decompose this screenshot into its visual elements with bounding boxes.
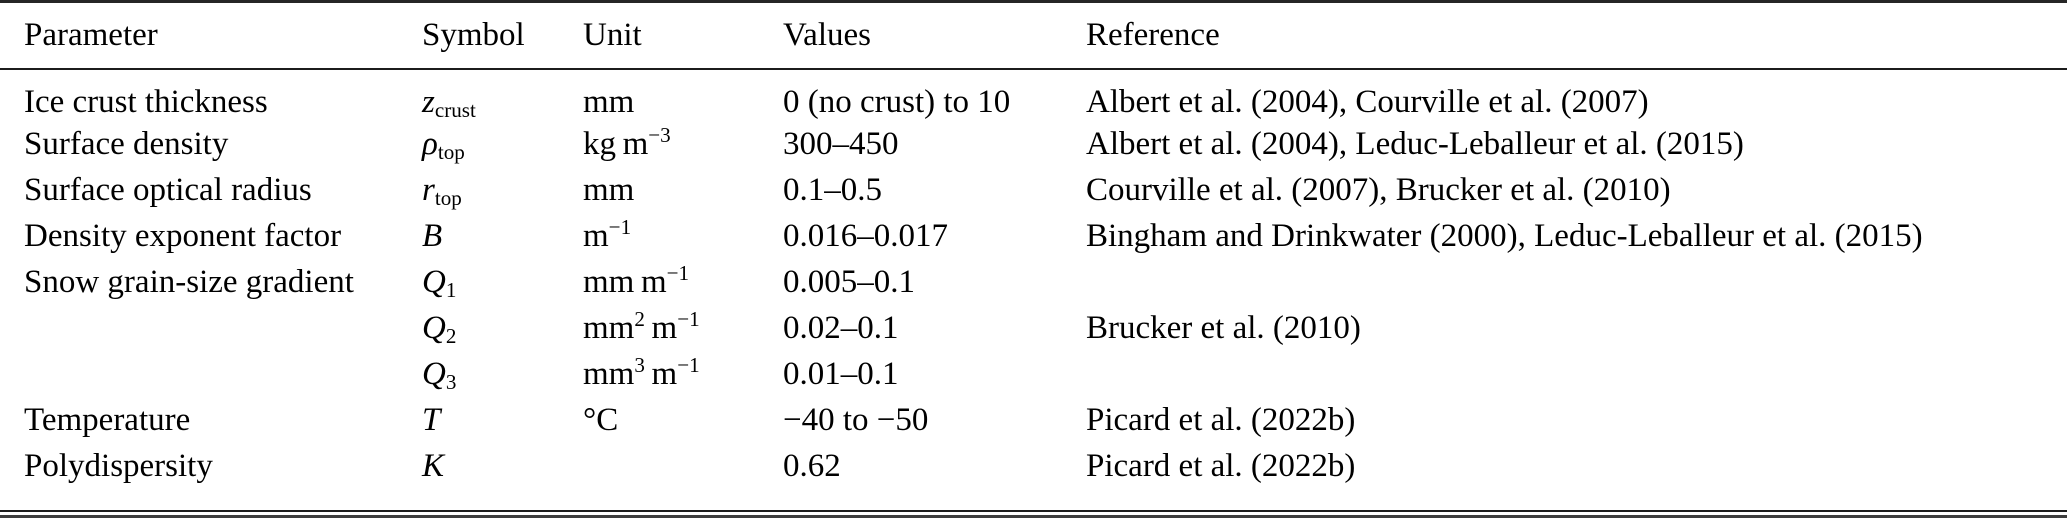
symbol-base: Q xyxy=(422,263,446,300)
cell-parameter: Surface optical radius xyxy=(24,171,312,208)
column-header-parameter: Parameter xyxy=(0,3,422,70)
cell-unit: °C xyxy=(583,401,619,438)
symbol-base: T xyxy=(422,401,441,438)
cell-values: 0.005–0.1 xyxy=(783,263,915,300)
column-header-values: Values xyxy=(783,3,1086,70)
unit-exponent: −1 xyxy=(608,214,632,239)
unit-exponent: −1 xyxy=(666,260,690,285)
column-header-symbol: Symbol xyxy=(422,3,583,70)
cell-parameter xyxy=(0,305,422,351)
cell-unit: mm2 m−1 xyxy=(583,306,700,346)
cell-symbol: T xyxy=(422,397,583,443)
table-row: Q2 mm2 m−1 0.02–0.1 Brucker et al. (2010) xyxy=(0,305,2067,351)
parameters-table: Parameter Symbol Unit Values Reference Ice c… xyxy=(0,3,2067,489)
table-top-rule xyxy=(0,0,2067,3)
cell-unit: mm m−1 xyxy=(583,260,690,300)
unit-exponent: 3 xyxy=(634,352,645,377)
cell-reference: Picard et al. (2022b) xyxy=(1086,401,1356,438)
cell-values: 300–450 xyxy=(783,125,899,162)
table-bottom-rule-thin xyxy=(0,510,2067,512)
symbol-base: z xyxy=(422,84,435,120)
cell-symbol: K xyxy=(422,443,583,489)
cell-parameter: Density exponent factor xyxy=(24,217,342,254)
cell-unit: mm3 m−1 xyxy=(583,352,700,392)
cell-reference xyxy=(1086,351,2067,397)
cell-symbol: B xyxy=(422,213,583,259)
table-header: Parameter Symbol Unit Values Reference xyxy=(0,3,2067,70)
cell-symbol: Q2 xyxy=(422,305,583,351)
cell-reference xyxy=(1086,259,2067,305)
cell-values: −40 to −50 xyxy=(783,401,929,438)
table-row: Ice crust thickness zcrust mm 0 (no crust) … xyxy=(0,69,2067,123)
table-row: Snow grain-size gradient Q1 mm m−1 0.005–0.… xyxy=(0,259,2067,305)
symbol-base: K xyxy=(422,447,445,484)
table-row: Temperature T °C −40 to −50 Picard et al. (2… xyxy=(0,397,2067,443)
cell-reference: Picard et al. (2022b) xyxy=(1086,447,1356,484)
cell-parameter: Surface density xyxy=(24,125,229,162)
table-bottom-rule-thick xyxy=(0,515,2067,518)
cell-values: 0 (no crust) to 10 xyxy=(783,84,1011,120)
symbol-base: B xyxy=(422,217,443,254)
symbol-base: Q xyxy=(422,355,446,392)
unit-exponent: 2 xyxy=(634,306,645,331)
cell-unit: mm xyxy=(583,171,635,208)
cell-symbol: Q1 xyxy=(422,259,583,305)
cell-symbol: zcrust xyxy=(422,69,583,123)
cell-reference: Courville et al. (2007), Brucker et al. … xyxy=(1086,171,1671,208)
cell-values: 0.01–0.1 xyxy=(783,355,899,392)
table-row: Surface optical radius rtop mm 0.1–0.5 Courv… xyxy=(0,167,2067,213)
symbol-subscript: 1 xyxy=(445,277,457,302)
unit-exponent: −1 xyxy=(677,352,700,377)
symbol-subscript: top xyxy=(434,185,462,210)
cell-parameter: Polydispersity xyxy=(24,447,213,484)
cell-values: 0.02–0.1 xyxy=(783,309,899,346)
unit-exponent: −3 xyxy=(648,122,671,147)
cell-values: 0.016–0.017 xyxy=(783,217,948,254)
cell-unit: m−1 xyxy=(583,214,632,254)
table-row: Q3 mm3 m−1 0.01–0.1 xyxy=(0,351,2067,397)
cell-symbol: rtop xyxy=(422,167,583,213)
cell-unit: mm xyxy=(583,84,635,120)
cell-parameter: Ice crust thickness xyxy=(24,84,268,120)
table-row: Polydispersity K 0.62 Picard et al. (2022b) xyxy=(0,443,2067,489)
column-header-unit: Unit xyxy=(583,3,783,70)
symbol-base: Q xyxy=(422,309,446,346)
table-body: Ice crust thickness zcrust mm 0 (no crust) … xyxy=(0,69,2067,489)
symbol-subscript: 2 xyxy=(445,323,457,348)
unit-exponent: −1 xyxy=(677,306,700,331)
table-header-row: Parameter Symbol Unit Values Reference xyxy=(0,3,2067,70)
cell-parameter xyxy=(0,351,422,397)
cell-parameter: Snow grain-size gradient xyxy=(24,263,354,300)
cell-unit: kg m−3 xyxy=(583,122,671,162)
cell-values: 0.1–0.5 xyxy=(783,171,882,208)
symbol-subscript: crust xyxy=(434,98,476,123)
symbol-base: ρ xyxy=(422,125,438,162)
cell-parameter: Temperature xyxy=(24,401,191,438)
cell-symbol: ρtop xyxy=(422,121,583,167)
table-row: Surface density ρtop kg m−3 300–450 Albert e… xyxy=(0,121,2067,167)
cell-reference: Albert et al. (2004), Courville et al. (… xyxy=(1086,84,1649,120)
cell-unit xyxy=(583,443,783,489)
cell-reference: Brucker et al. (2010) xyxy=(1086,309,1361,346)
symbol-base: r xyxy=(422,171,435,208)
symbol-subscript: top xyxy=(437,139,465,164)
column-header-reference: Reference xyxy=(1086,3,2067,70)
cell-values: 0.62 xyxy=(783,447,841,484)
cell-reference: Bingham and Drinkwater (2000), Leduc-Leb… xyxy=(1086,217,1923,254)
cell-reference: Albert et al. (2004), Leduc-Leballeur et… xyxy=(1086,125,1744,162)
cell-symbol: Q3 xyxy=(422,351,583,397)
symbol-subscript: 3 xyxy=(445,369,457,394)
